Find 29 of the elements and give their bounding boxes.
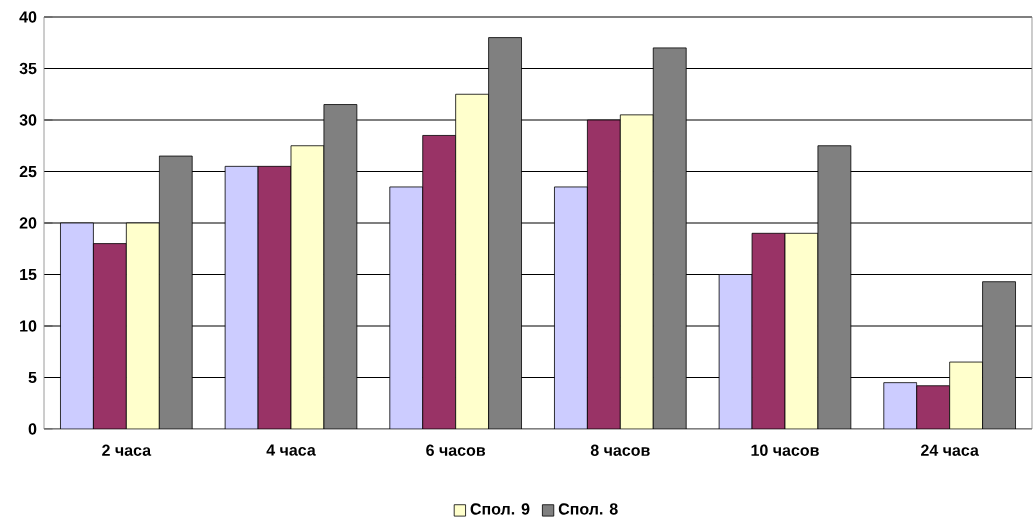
legend-label: Спол. 9 [470,503,530,515]
y-tick-label: 25 [19,165,37,178]
bar [488,37,522,429]
x-tick-label: 6 часов [426,444,486,456]
y-tick-label: 35 [19,62,37,75]
x-tick-label: 2 часа [102,444,152,456]
y-tick-label: 0 [28,423,37,435]
y-tick-label: 5 [28,371,37,384]
bar [224,165,259,429]
bar [718,274,753,429]
x-tick-label: 24 часа [921,444,979,456]
bar [982,281,1016,429]
bar [158,155,193,429]
bar [652,47,687,429]
y-tick-label: 30 [19,114,37,126]
y-tick-label: 15 [20,268,37,281]
y-tick-label: 20 [19,217,37,229]
x-tick-label: 8 часов [590,444,650,456]
bar [817,145,852,429]
y-tick-label: 10 [20,320,37,332]
legend-label: Спол. 8 [558,503,618,515]
bar [323,104,358,429]
y-tick-label: 40 [19,11,37,23]
bar [883,382,918,429]
x-tick-label: 4 часа [266,444,316,456]
bar [389,186,424,429]
bar [554,186,588,429]
bar [60,222,94,429]
x-tick-label: 10 часов [751,444,819,456]
